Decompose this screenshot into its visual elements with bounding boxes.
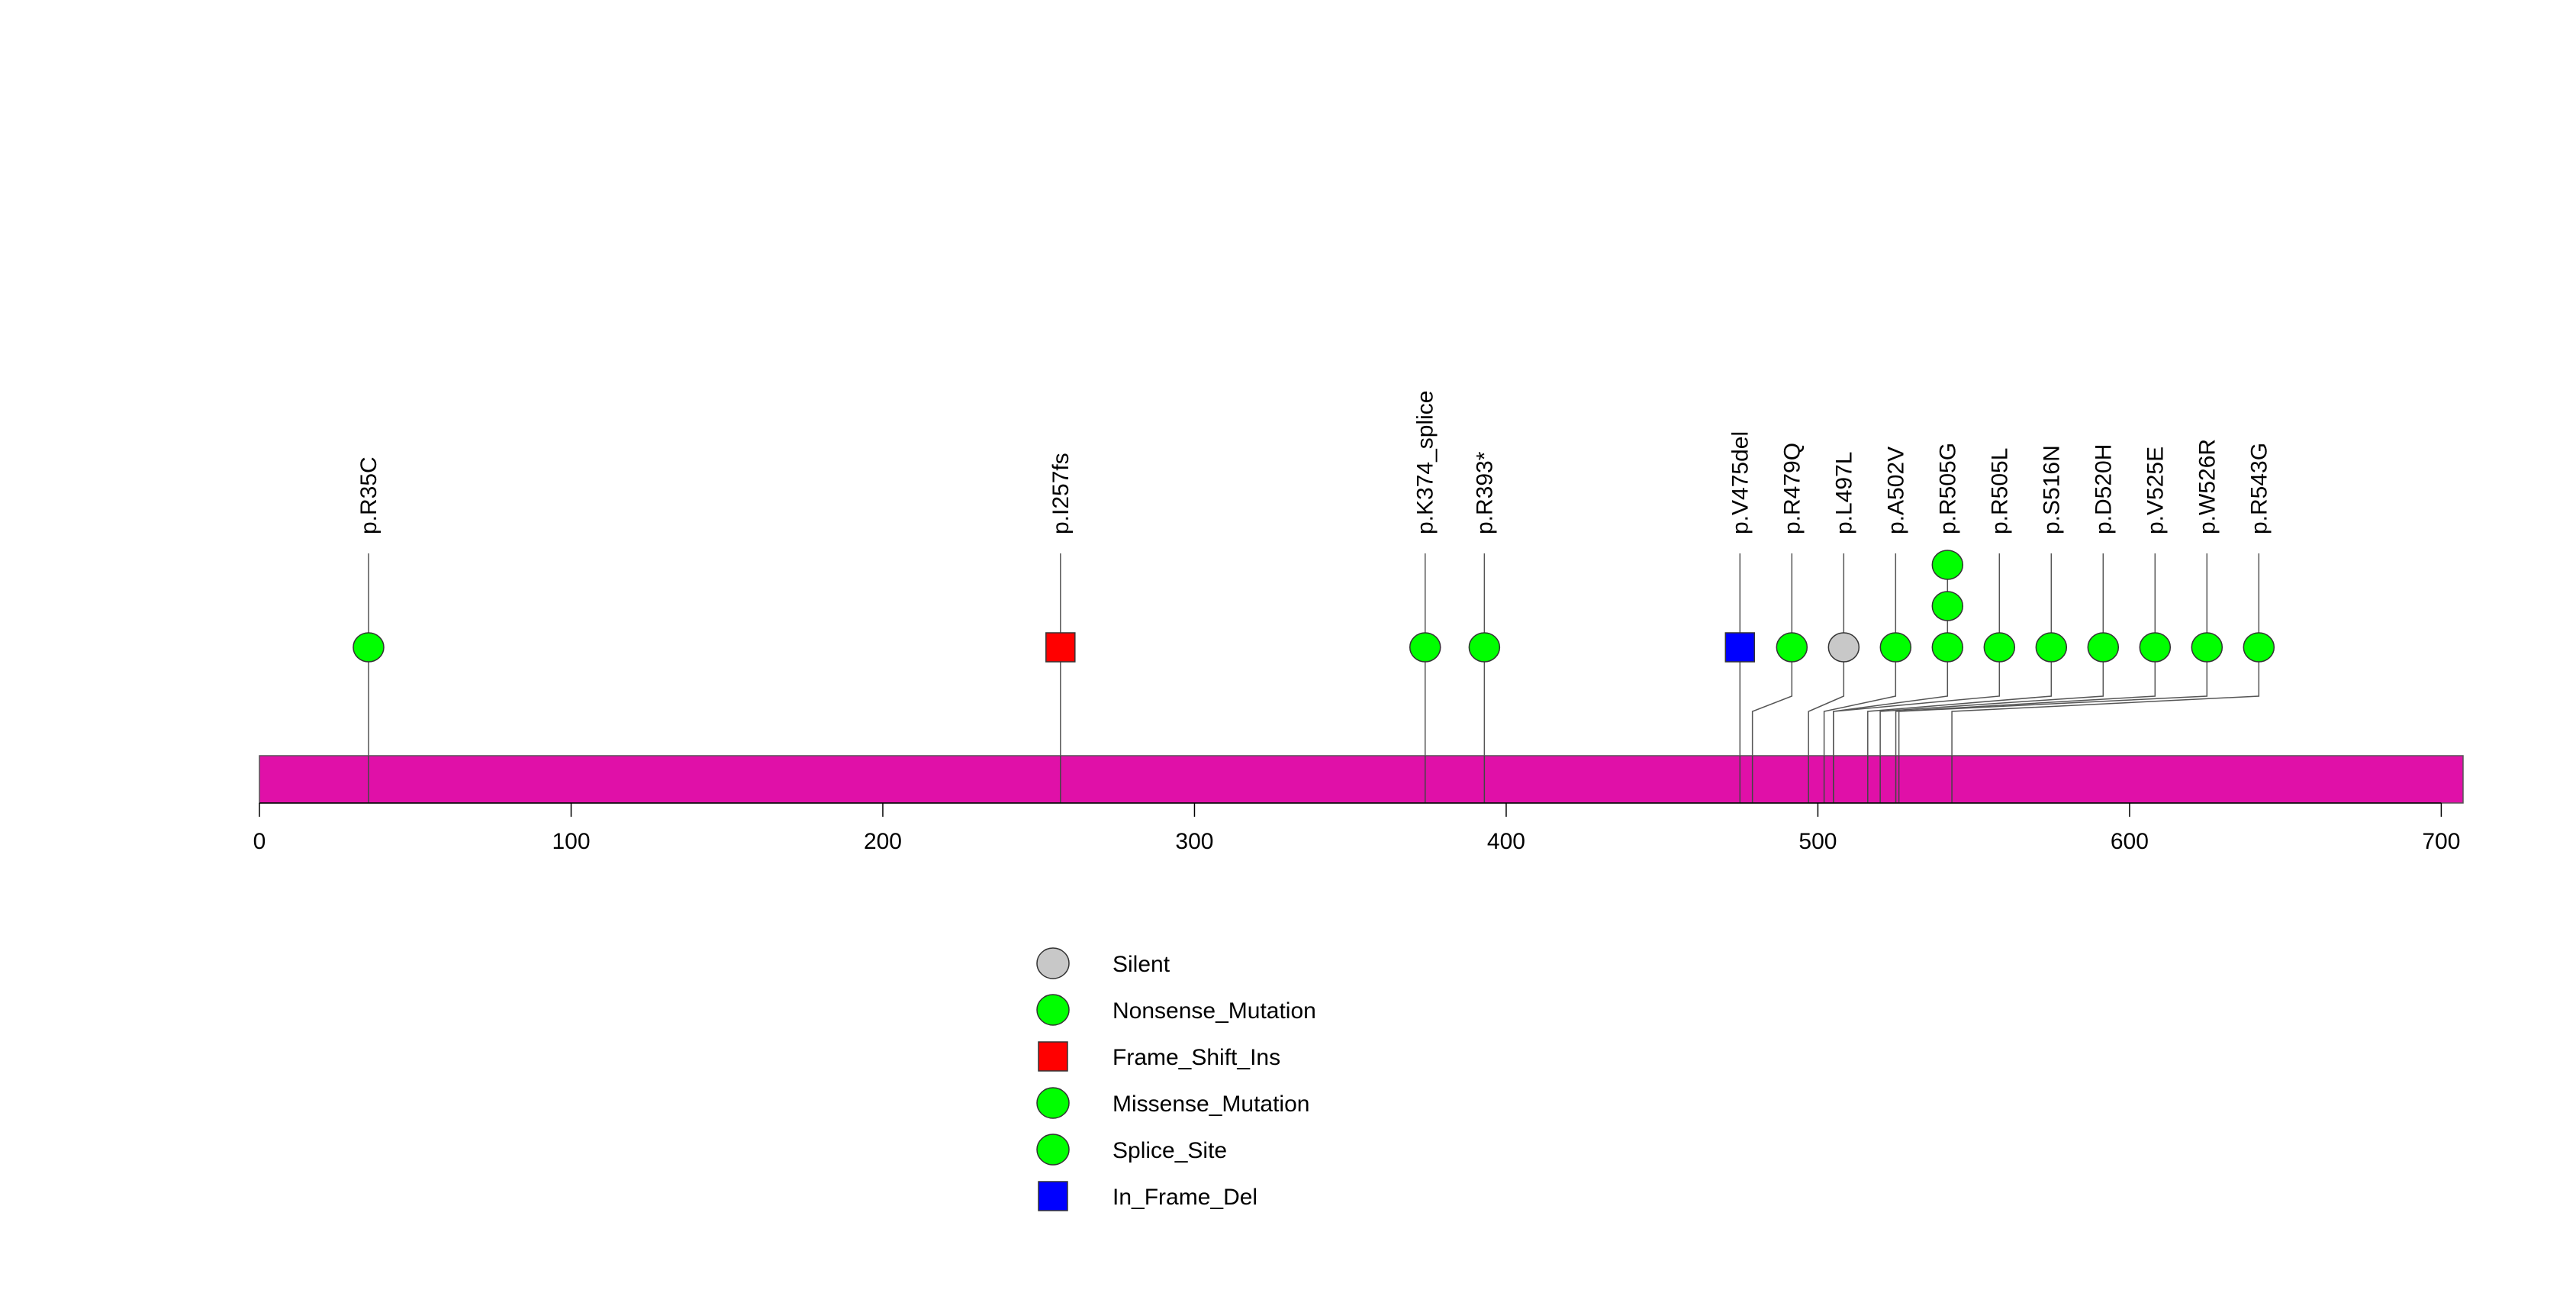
mutation-marker — [1776, 632, 1808, 663]
legend-label: Splice_Site — [1113, 1138, 1227, 1163]
mutation-label: p.D520H — [2091, 444, 2116, 534]
x-tick-label: 700 — [2422, 829, 2460, 854]
mutation-label: p.A502V — [1883, 447, 1908, 534]
protein-track — [259, 755, 2464, 804]
connector-line — [1867, 647, 2053, 756]
x-tick-label: 200 — [864, 829, 902, 854]
mutation-label: p.S516N — [2039, 445, 2064, 534]
mutation-label: p.R479Q — [1779, 443, 1805, 534]
mutation-label: p.K374_splice — [1413, 391, 1438, 534]
x-axis: 0 100 200 300 400 500 600 700 — [253, 802, 2460, 854]
mutation-label: p.I257fs — [1048, 453, 1074, 534]
x-tick-label: 400 — [1487, 829, 1525, 854]
legend-label: In_Frame_Del — [1113, 1185, 1257, 1210]
legend-swatch — [1036, 1134, 1070, 1166]
connector-lines — [368, 647, 2260, 756]
mutation-labels: p.R35C p.I257fs p.K374_splice p.R393* p.V475… — [356, 391, 2272, 534]
x-tick-label: 600 — [2111, 829, 2149, 854]
mutation-marker — [1879, 632, 1912, 663]
mutation-label: p.L497L — [1831, 452, 1856, 534]
connector-line — [1898, 647, 2208, 756]
x-tick-label: 0 — [253, 829, 266, 854]
mutation-marker — [2035, 632, 2068, 663]
legend-label: Missense_Mutation — [1113, 1092, 1309, 1117]
connector-line — [1833, 647, 2001, 756]
mutation-marker — [1409, 632, 1441, 663]
connector-line — [1823, 647, 1897, 756]
connector-line — [1879, 647, 2104, 756]
connector-line — [1895, 647, 2156, 756]
mutation-markers — [353, 550, 2275, 663]
mutation-marker — [2243, 632, 2275, 663]
connector-line — [1808, 647, 1845, 756]
mutation-marker — [1468, 632, 1501, 663]
legend-swatch — [1036, 947, 1070, 979]
protein-bar — [259, 755, 2464, 804]
legend-swatch — [1038, 1041, 1068, 1072]
legend-label: Silent — [1113, 952, 1170, 977]
legend-swatch — [1036, 1087, 1070, 1119]
mutation-label: p.R505G — [1935, 443, 1960, 534]
x-tick-label: 100 — [552, 829, 590, 854]
mutation-label: p.R393* — [1472, 451, 1497, 534]
mutation-marker — [2139, 632, 2172, 663]
mutation-marker — [1931, 550, 1964, 580]
mutation-marker — [1931, 591, 1964, 621]
legend-label: Frame_Shift_Ins — [1113, 1045, 1280, 1070]
mutation-marker — [353, 632, 385, 663]
mutation-label: p.R543G — [2246, 443, 2272, 534]
legend-swatch — [1038, 1181, 1068, 1211]
mutation-marker — [2087, 632, 2120, 663]
mutation-marker — [1045, 632, 1076, 663]
legend-swatch — [1036, 994, 1070, 1026]
mutation-label: p.W526R — [2194, 439, 2220, 534]
mutation-label: p.V525E — [2143, 447, 2168, 534]
x-tick-label: 500 — [1798, 829, 1837, 854]
connector-line — [1751, 647, 1793, 756]
mutation-marker — [1724, 632, 1756, 663]
lollipop-stems — [368, 553, 2260, 647]
legend: Silent Nonsense_Mutation Frame_Shift_Ins Mi… — [1036, 947, 1316, 1211]
mutation-marker — [1931, 632, 1964, 663]
mutation-marker — [2191, 632, 2223, 663]
mutation-label: p.R505L — [1987, 448, 2012, 534]
legend-label: Nonsense_Mutation — [1113, 998, 1316, 1024]
x-tick-label: 300 — [1175, 829, 1213, 854]
mutation-marker — [1983, 632, 2016, 663]
mutation-marker — [1827, 632, 1860, 663]
mutation-label: p.V475del — [1728, 431, 1753, 534]
connector-line — [1951, 647, 2260, 756]
mutation-label: p.R35C — [356, 456, 382, 534]
